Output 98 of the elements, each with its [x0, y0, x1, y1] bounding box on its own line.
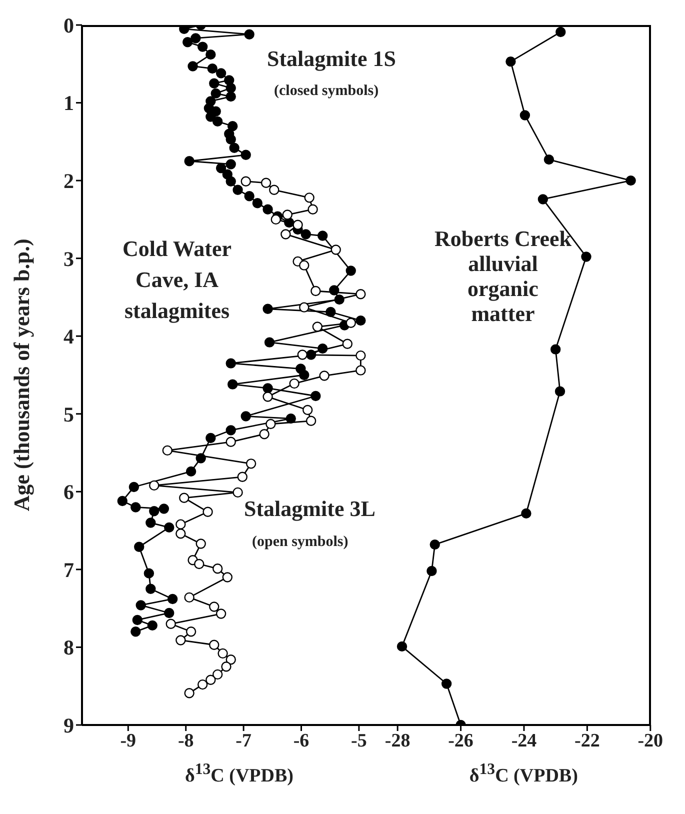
point: [197, 679, 208, 690]
point: [319, 370, 330, 381]
x-tick-label: -20: [638, 730, 664, 752]
point: [356, 350, 366, 361]
point: [522, 508, 532, 519]
point: [289, 378, 300, 389]
x-tick-label: -28: [385, 730, 411, 752]
point: [442, 678, 452, 689]
point: [179, 492, 190, 503]
point: [430, 539, 440, 550]
point: [299, 302, 310, 312]
point: [292, 220, 303, 230]
point: [556, 26, 566, 38]
point: [259, 429, 270, 440]
point: [149, 480, 160, 491]
point: [221, 662, 232, 672]
point: [330, 244, 341, 255]
point: [397, 641, 408, 652]
point: [184, 592, 194, 603]
point: [218, 648, 228, 659]
y-tick-label: 7: [64, 558, 74, 582]
point: [306, 416, 316, 426]
point: [302, 404, 313, 416]
y-tick-label: 9: [64, 713, 74, 738]
point: [166, 618, 176, 629]
x-tick-label: -7: [236, 730, 252, 752]
y-tick-label: 5: [64, 402, 74, 426]
x-tick-label: -5: [351, 730, 367, 752]
point: [506, 56, 516, 67]
x-tick-label: -9: [120, 730, 136, 752]
point: [260, 178, 272, 188]
point: [240, 176, 251, 186]
point: [184, 688, 194, 698]
x-axis-title: δ$^{13}$C (VPDB): [468, 761, 579, 788]
point: [246, 458, 256, 469]
point: [299, 260, 310, 270]
annotation: (closed symbols): [274, 82, 379, 100]
point: [186, 626, 196, 637]
point: [176, 519, 186, 530]
point: [544, 154, 554, 165]
point: [356, 365, 366, 376]
y-tick-label: 6: [64, 480, 74, 504]
point: [342, 338, 353, 349]
y-axis-title: Age (thousands of years b.p.): [9, 238, 35, 512]
point: [209, 602, 220, 612]
point: [196, 538, 206, 549]
annotation: (open symbols): [252, 533, 348, 551]
y-tick-label: 8: [64, 636, 74, 660]
point: [176, 528, 186, 539]
y-tick-label: 2: [64, 169, 74, 194]
y-tick-label: 1: [64, 91, 74, 116]
point: [237, 472, 248, 482]
point: [176, 635, 186, 646]
point: [266, 418, 276, 430]
point: [310, 286, 321, 296]
x-tick-label: -22: [574, 730, 600, 752]
x-tick-label: -6: [293, 730, 310, 752]
point: [356, 289, 366, 300]
x-tick-label: -26: [448, 730, 474, 752]
point: [308, 204, 318, 214]
point: [312, 322, 323, 332]
point: [262, 392, 273, 402]
point: [427, 566, 438, 576]
x-axis-title: δ$^{13}$C (VPDB): [184, 761, 294, 788]
point: [212, 564, 223, 574]
series-label: Roberts Creek alluvial organic matter: [434, 226, 572, 326]
y-tick-label: 3: [64, 246, 74, 271]
x-tick-label: -24: [512, 730, 538, 752]
point: [550, 344, 562, 354]
point: [282, 210, 293, 220]
point: [226, 436, 236, 447]
annotation: Cold Water Cave, IA stalagmites: [122, 235, 232, 325]
point: [162, 445, 172, 456]
point: [346, 318, 356, 328]
point: [297, 350, 308, 360]
point: [538, 194, 548, 204]
point: [626, 175, 636, 186]
y-tick-label: 0: [64, 13, 74, 38]
point: [304, 192, 314, 203]
y-tick-label: 4: [64, 324, 74, 349]
series-label: Stalagmite 3L: [244, 496, 376, 521]
point: [555, 386, 566, 396]
point: [226, 654, 236, 665]
point: [232, 487, 243, 498]
point: [209, 640, 220, 650]
point: [202, 506, 213, 517]
point: [216, 608, 226, 619]
point: [520, 110, 530, 120]
series-label: Stalagmite 1S: [267, 46, 396, 71]
point: [269, 184, 280, 195]
point: [212, 669, 223, 680]
point: [582, 252, 592, 262]
point: [222, 572, 232, 582]
point: [194, 558, 204, 570]
point: [270, 214, 281, 225]
point: [280, 229, 291, 240]
x-tick-label: -8: [178, 730, 194, 752]
point: [206, 674, 216, 685]
